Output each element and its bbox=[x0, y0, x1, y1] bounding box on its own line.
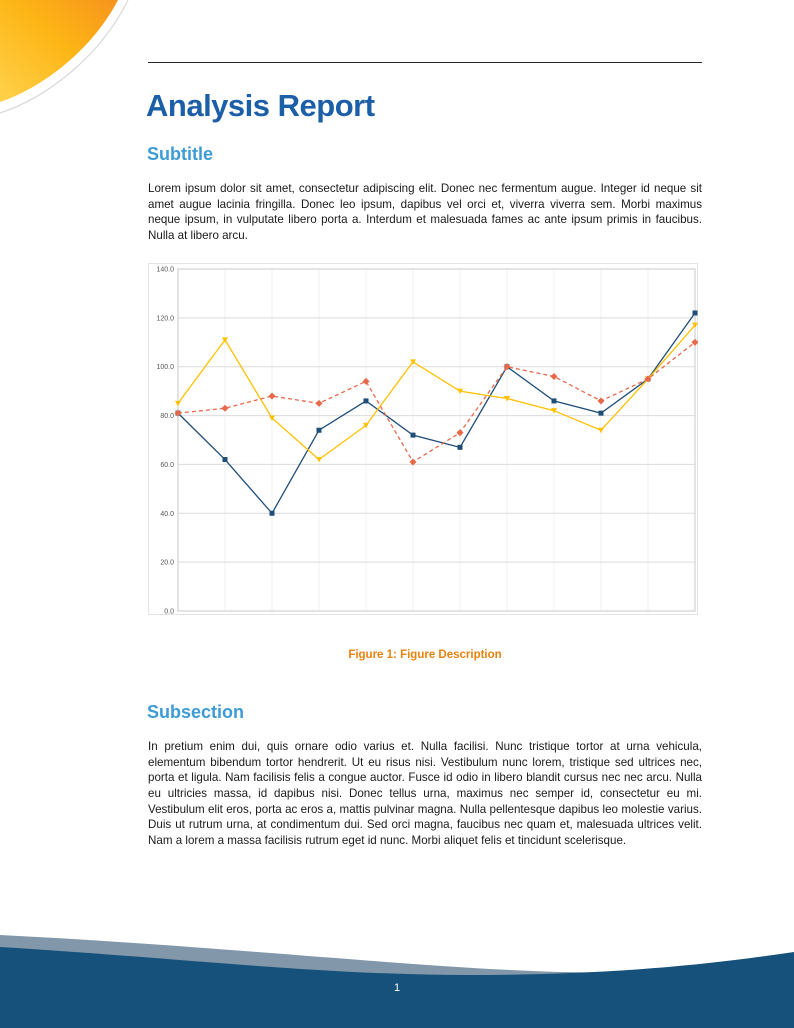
svg-text:100.0: 100.0 bbox=[156, 364, 174, 371]
svg-text:0.0: 0.0 bbox=[164, 609, 174, 616]
svg-text:40.0: 40.0 bbox=[160, 511, 174, 518]
page-title: Analysis Report bbox=[146, 88, 375, 123]
svg-text:80.0: 80.0 bbox=[160, 413, 174, 420]
subsection-paragraph: In pretium enim dui, quis ornare odio va… bbox=[148, 740, 702, 847]
footer-wave-decoration bbox=[0, 935, 794, 1028]
svg-text:120.0: 120.0 bbox=[156, 315, 174, 322]
page-number: 1 bbox=[393, 982, 401, 994]
header-rule bbox=[148, 62, 702, 63]
figure-line-chart: 0.0 20.0 40.0 60.0 80.0 100.0 120.0 140.0 bbox=[148, 263, 698, 615]
subtitle-heading: Subtitle bbox=[147, 144, 213, 164]
intro-paragraph: Lorem ipsum dolor sit amet, consectetur … bbox=[148, 182, 702, 242]
svg-text:140.0: 140.0 bbox=[156, 267, 174, 274]
figure-caption: Figure 1: Figure Description bbox=[348, 649, 502, 661]
corner-swoosh-decoration bbox=[0, 0, 129, 114]
svg-text:20.0: 20.0 bbox=[160, 560, 174, 567]
subsection-heading: Subsection bbox=[147, 702, 245, 722]
svg-text:60.0: 60.0 bbox=[160, 462, 174, 469]
